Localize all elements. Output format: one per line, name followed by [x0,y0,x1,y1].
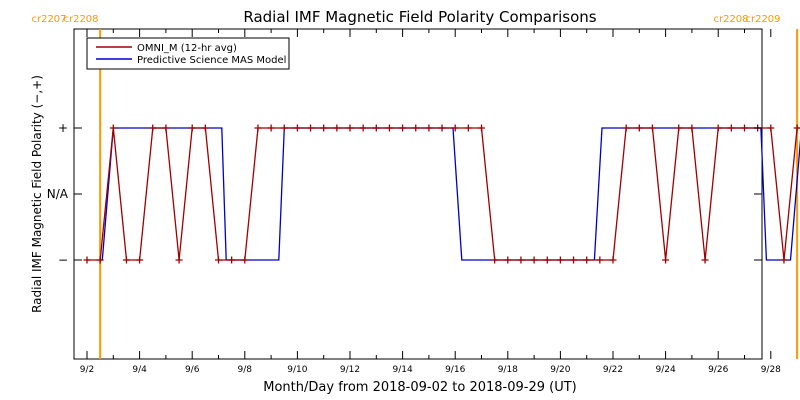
x-tick-label: 9/24 [655,365,675,375]
data-point-marker [622,124,630,132]
data-point-marker [201,124,209,132]
data-point-marker [609,256,617,264]
data-point-marker [109,124,117,132]
data-point-marker [596,256,604,264]
data-point-marker [346,124,354,132]
data-point-marker [228,256,236,264]
chart-title: Radial IMF Magnetic Field Polarity Compa… [243,8,596,26]
data-point-marker [320,124,328,132]
data-point-marker [714,124,722,132]
x-tick-label: 9/2 [80,365,94,375]
data-point-marker [385,124,393,132]
legend-box [86,37,290,70]
data-point-marker [451,124,459,132]
y-tick-label: − [58,253,68,267]
y-axis: + N/A − [47,121,762,267]
data-point-marker [162,124,170,132]
legend-entry-label: OMNI_M (12-hr avg) [137,43,237,54]
x-tick-label: 9/10 [287,365,307,375]
data-point-marker [96,256,104,264]
data-point-marker [359,124,367,132]
data-point-marker [570,256,578,264]
y-axis-label: Radial IMF Magnetic Field Polarity (−,+) [30,75,44,313]
series-line-1 [100,127,800,261]
data-point-marker [372,124,380,132]
data-point-marker [662,256,670,264]
x-tick-label: 9/20 [550,365,570,375]
legend-entry-label: Predictive Science MAS Model [137,55,286,66]
data-point-marker [188,124,196,132]
x-tick-label: 9/6 [185,365,200,375]
data-point-marker [425,124,433,132]
data-point-marker [241,256,249,264]
data-point-marker [583,256,591,264]
x-tick-label: 9/4 [132,365,147,375]
data-point-marker [280,124,288,132]
x-tick-label: 9/14 [392,365,412,375]
rotation-label: cr2207 [31,14,66,25]
y-tick-label: + [58,121,68,135]
x-axis-label: Month/Day from 2018-09-02 to 2018-09-29 … [263,380,576,395]
x-tick-label: 9/16 [445,365,465,375]
x-tick-label: 9/18 [498,365,518,375]
data-point-marker [136,256,144,264]
x-tick-label: 9/8 [238,365,253,375]
x-tick-label: 9/28 [761,365,781,375]
data-point-marker [727,124,735,132]
data-point-marker [293,124,301,132]
data-point-marker [793,124,800,132]
x-tick-label: 9/22 [603,365,623,375]
data-point-marker [635,124,643,132]
data-point-marker [122,256,130,264]
data-point-marker [215,256,222,264]
data-point-marker [517,256,525,264]
rotation-label: cr2208 [63,14,98,25]
data-point-marker [307,124,315,132]
data-point-marker [149,124,157,132]
data-point-marker [267,124,275,132]
data-point-marker [543,256,551,264]
data-point-marker [412,124,420,132]
rotation-label: cr2208 [713,14,748,25]
data-point-marker [780,256,788,264]
data-point-marker [175,256,183,264]
data-point-marker [438,124,446,132]
data-point-marker [701,256,709,264]
data-point-marker [530,256,538,264]
series-line-0 [87,127,800,261]
data-point-marker [504,256,512,264]
data-point-marker [478,124,485,132]
data-point-marker [556,256,564,264]
data-point-marker [741,124,748,132]
data-point-marker [675,124,683,132]
y-tick-label: N/A [47,187,69,201]
x-tick-label: 9/12 [340,365,360,375]
data-point-marker [767,124,775,132]
data-point-marker [688,124,696,132]
data-point-marker [83,256,91,264]
series-layer [83,124,800,264]
data-point-marker [464,124,472,132]
x-axis: 9/2 9/4 9/6 9/8 9/10 9/12 9/14 9/16 9/18 9/20 9/22… [80,29,781,375]
data-point-marker [333,124,341,132]
data-point-marker [491,256,499,264]
data-point-marker [399,124,407,132]
rotation-label: cr2209 [745,14,780,25]
legend: OMNI_M (12-hr avg)Predictive Science MAS… [86,37,290,70]
data-point-marker [254,124,262,132]
x-tick-label: 9/26 [708,365,728,375]
data-point-marker [648,124,656,132]
